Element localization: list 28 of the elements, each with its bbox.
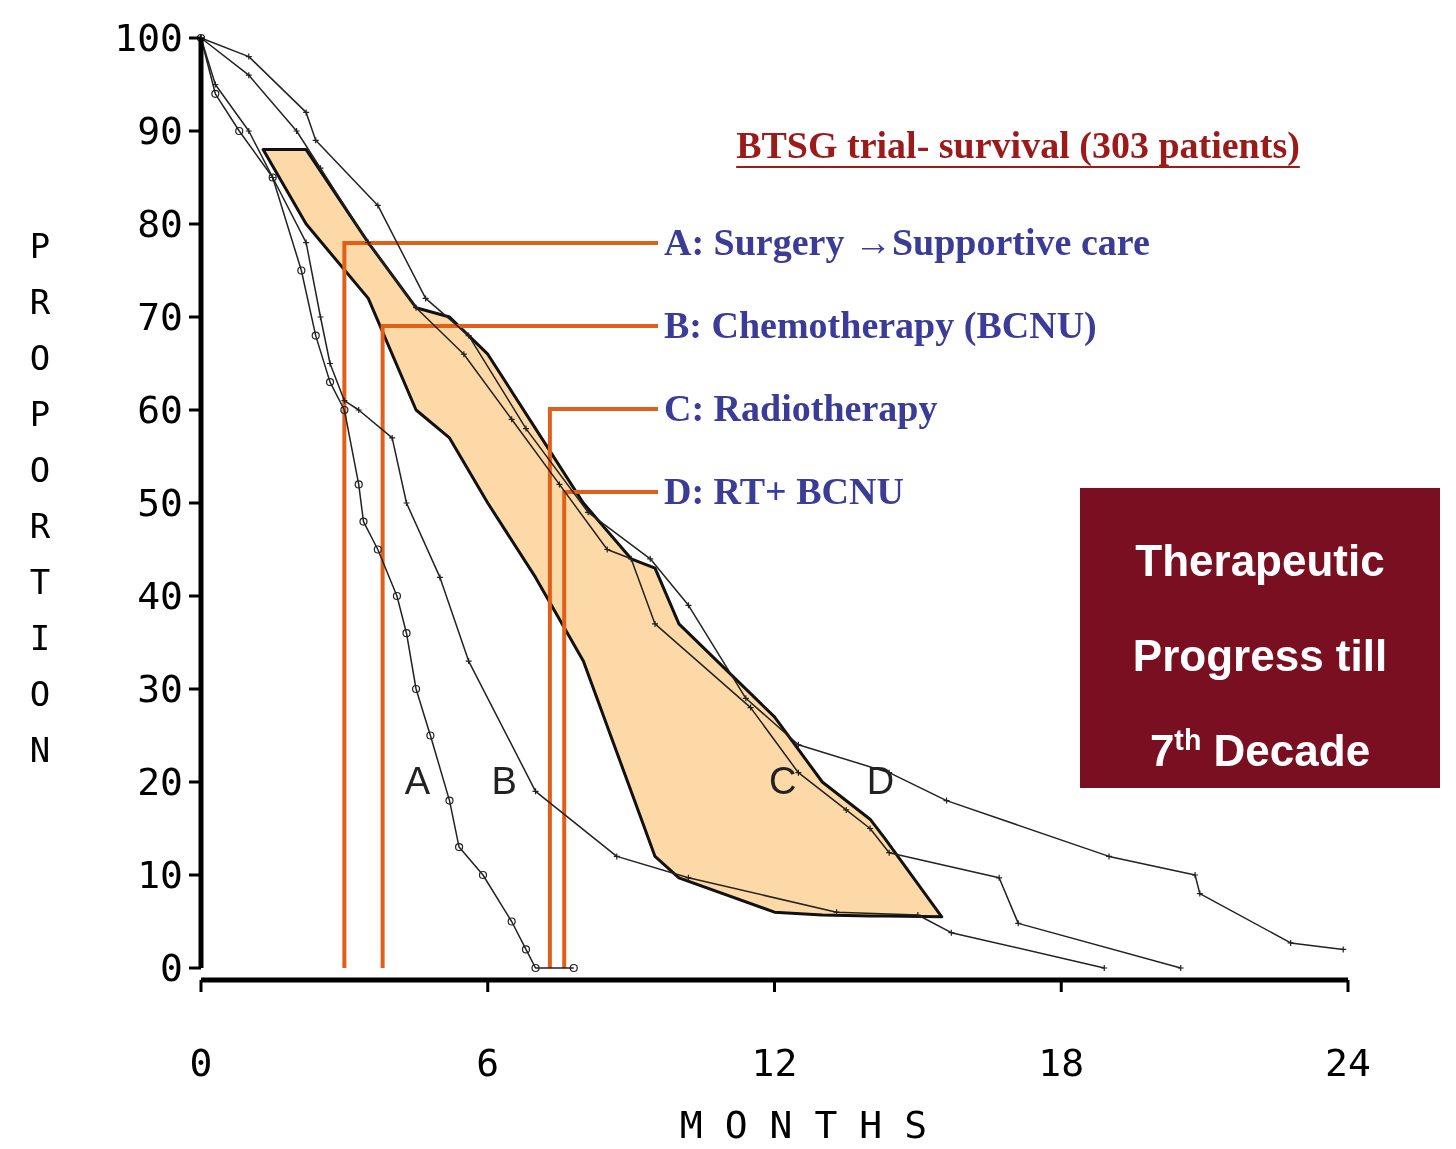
x-axis-title: MONTHS xyxy=(679,1103,950,1147)
x-tick-label: 0 xyxy=(189,1041,213,1085)
series-label: C xyxy=(768,760,797,802)
ref-line-label: C: Radiotherapy xyxy=(664,387,938,429)
ref-line-label: B: Chemotherapy (BCNU) xyxy=(664,304,1097,347)
series-label: D xyxy=(866,760,895,802)
x-tick-label: 12 xyxy=(751,1041,798,1085)
text: PROPORTION xyxy=(29,226,51,770)
y-tick-label: 30 xyxy=(137,667,183,712)
x-tick-label: 24 xyxy=(1325,1041,1371,1085)
y-tick-label: 40 xyxy=(137,574,183,619)
ref-line-label: A: Surgery →Supportive care xyxy=(664,221,1150,263)
y-tick-label: 100 xyxy=(114,16,183,61)
y-tick-label: 70 xyxy=(137,295,183,340)
x-tick-label: 18 xyxy=(1038,1041,1085,1085)
y-tick-label: 60 xyxy=(137,388,183,433)
y-tick-label: 10 xyxy=(137,853,183,898)
y-tick-label: 0 xyxy=(160,946,183,991)
text: BTSG trial- survival (303 patients) xyxy=(736,124,1300,167)
x-tick-label: 6 xyxy=(476,1041,500,1085)
annotation: Therapeutic Progress till 7$^{th}$ Decade xyxy=(1132,536,1388,775)
y-tick-label: 20 xyxy=(137,760,183,805)
series-label: A xyxy=(404,760,431,802)
y-tick-label: 90 xyxy=(137,109,183,154)
y-tick-label: 50 xyxy=(137,481,183,526)
ref-line-label: D: RT+ BCNU xyxy=(664,470,904,512)
y-tick-label: 80 xyxy=(137,202,183,247)
series-label: B xyxy=(491,760,517,802)
